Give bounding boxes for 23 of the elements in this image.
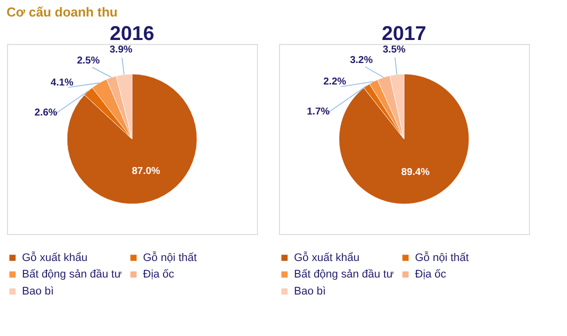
data-label: 3.5% <box>382 44 406 56</box>
data-label: 2.2% <box>323 76 346 88</box>
legend-label: Địa ốc <box>415 268 447 280</box>
legend-label: Bao bì <box>22 286 54 298</box>
data-label: 4.1% <box>50 77 74 88</box>
data-label: 3.2% <box>350 54 373 66</box>
data-label: 3.9% <box>110 44 133 56</box>
text: Cơ cấu doanh thu <box>6 4 118 20</box>
legend-label: Bất động sản đầu tư <box>294 268 394 280</box>
legend-label: Địa ốc <box>143 268 175 280</box>
data-label: 87.0% <box>132 166 160 178</box>
data-label: 1.7% <box>306 106 330 118</box>
legend-label: Gỗ nội thất <box>415 250 469 264</box>
legend-label: Bao bì <box>294 286 326 298</box>
legend-label: Gỗ xuất khẩu <box>22 250 88 264</box>
legend-label: Gỗ xuất khẩu <box>294 250 360 264</box>
data-label: 89.4% <box>401 167 430 178</box>
chart-title: 2017 <box>382 23 426 45</box>
data-label: 2.5% <box>76 55 100 66</box>
chart-title: 2016 <box>110 23 154 45</box>
legend-label: Gỗ nội thất <box>143 250 197 264</box>
legend-label: Bất động sản đầu tư <box>22 268 122 280</box>
data-label: 2.6% <box>34 108 58 119</box>
